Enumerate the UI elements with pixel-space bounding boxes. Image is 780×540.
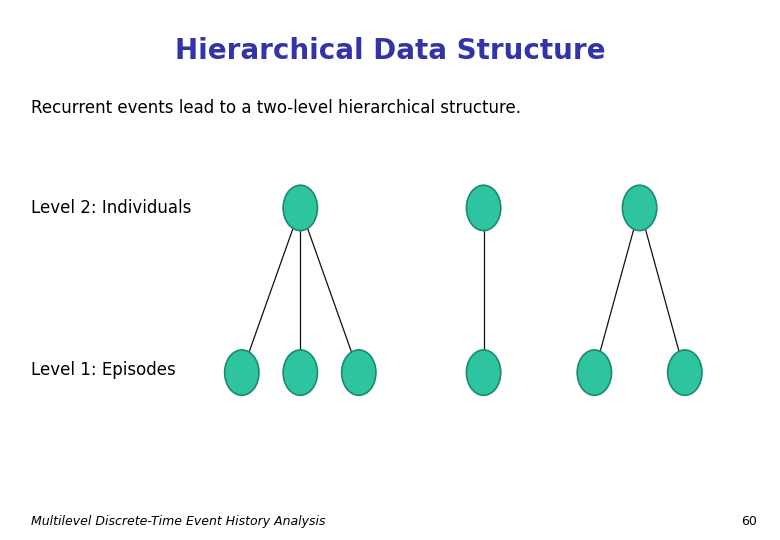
Text: Level 1: Episodes: Level 1: Episodes [31, 361, 176, 379]
Ellipse shape [466, 350, 501, 395]
Ellipse shape [283, 185, 317, 231]
Text: Multilevel Discrete-Time Event History Analysis: Multilevel Discrete-Time Event History A… [31, 515, 326, 528]
Text: Hierarchical Data Structure: Hierarchical Data Structure [175, 37, 605, 65]
Ellipse shape [622, 185, 657, 231]
Ellipse shape [466, 185, 501, 231]
Text: Recurrent events lead to a two-level hierarchical structure.: Recurrent events lead to a two-level hie… [31, 99, 521, 117]
Ellipse shape [342, 350, 376, 395]
Text: Level 2: Individuals: Level 2: Individuals [31, 199, 192, 217]
Ellipse shape [577, 350, 612, 395]
Ellipse shape [225, 350, 259, 395]
Text: 60: 60 [741, 515, 757, 528]
Ellipse shape [668, 350, 702, 395]
Ellipse shape [283, 350, 317, 395]
